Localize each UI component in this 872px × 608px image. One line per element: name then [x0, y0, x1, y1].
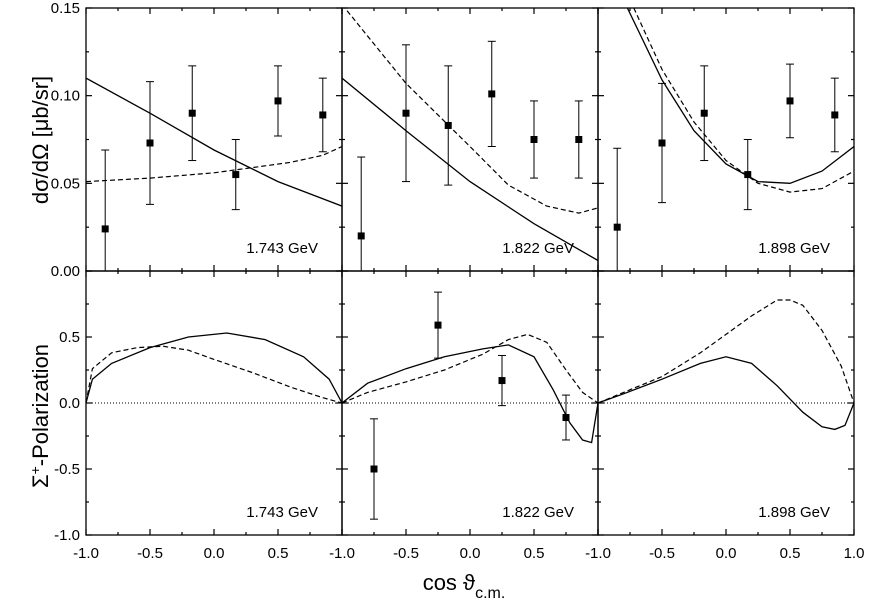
dashed-curve	[342, 333, 598, 404]
x-tick-label: 0.0	[204, 545, 225, 562]
x-axis-title-main: cos ϑ	[423, 570, 475, 595]
y-tick-label-bottom: -1.0	[54, 527, 80, 544]
y-axis-title-rest: -Polarization	[28, 344, 53, 466]
solid-curve	[598, 356, 854, 431]
x-tick-label: -1.0	[585, 545, 611, 562]
x-tick-label: -1.0	[329, 545, 355, 562]
x-tick-label: -1.0	[73, 545, 99, 562]
x-tick-label: -0.5	[649, 545, 675, 562]
energy-label: 1.743 GeV	[246, 240, 318, 257]
y-axis-title-cross-section: dσ/dΩ [μb/sr]	[28, 76, 53, 204]
panel-bottom-right: 1.898 GeV	[597, 270, 855, 536]
y-tick-label-top: 0.00	[51, 263, 80, 280]
data-point	[232, 171, 240, 179]
y-tick-label-bottom: 0.5	[59, 329, 80, 346]
y-axis-title-sup: +	[27, 466, 43, 474]
panel-frame	[597, 7, 855, 272]
x-tick-label: -0.5	[393, 545, 419, 562]
x-tick-label: 1.0	[844, 545, 865, 562]
data-point	[274, 97, 282, 105]
y-tick-label-top: 0.05	[51, 175, 80, 192]
data-point	[658, 139, 666, 147]
data-point	[744, 171, 752, 179]
solid-curve	[86, 77, 342, 207]
y-tick-label-top: 0.10	[51, 88, 80, 105]
energy-label: 1.743 GeV	[246, 504, 318, 521]
panel-top-right: 1.898 GeV	[597, 7, 855, 272]
data-point	[188, 109, 196, 117]
panel-top-middle: 1.822 GeV	[341, 7, 599, 272]
solid-curve	[626, 8, 854, 184]
panels-group: 1.743 GeV 1.822 GeV 1.898 GeV 1.743 GeV 1.82…	[51, 0, 865, 562]
data-point	[575, 136, 583, 143]
data-point	[434, 321, 442, 329]
panel-frame	[85, 270, 343, 536]
panel-frame	[341, 7, 599, 272]
dashed-curve	[598, 299, 854, 404]
y-axis-title-sigma: Σ	[28, 474, 53, 488]
dashed-curve	[344, 8, 598, 214]
x-tick-label: 0.5	[524, 545, 545, 562]
y-tick-label-top: 0.15	[51, 0, 80, 17]
data-point	[444, 121, 452, 129]
solid-curve	[342, 77, 598, 262]
data-point	[831, 111, 839, 119]
solid-curve	[86, 332, 342, 404]
x-tick-label: -0.5	[137, 545, 163, 562]
panel-frame	[85, 7, 343, 272]
data-point	[613, 223, 621, 231]
panel-top-left: 1.743 GeV	[85, 7, 343, 272]
dashed-curve	[86, 345, 342, 404]
x-tick-label: 0.0	[460, 545, 481, 562]
dashed-curve	[633, 8, 854, 193]
panel-bottom-left: 1.743 GeV	[85, 270, 343, 536]
data-point	[498, 377, 506, 385]
panel-bottom-middle: 1.822 GeV	[341, 270, 599, 536]
panel-frame	[597, 270, 855, 536]
data-point	[488, 90, 496, 98]
energy-label: 1.898 GeV	[758, 240, 830, 257]
data-point	[370, 465, 378, 473]
data-point	[786, 97, 794, 105]
y-axis-title-polarization: Σ+-Polarization	[27, 344, 53, 488]
energy-label: 1.822 GeV	[502, 240, 574, 257]
data-point	[319, 111, 327, 119]
dashed-curve	[86, 145, 342, 183]
energy-label: 1.898 GeV	[758, 504, 830, 521]
data-point	[530, 136, 538, 143]
y-tick-label-bottom: -0.5	[54, 461, 80, 478]
x-tick-label: 0.5	[780, 545, 801, 562]
x-axis-title-sub: c.m.	[475, 585, 505, 602]
data-point	[146, 139, 154, 147]
data-point	[562, 414, 570, 422]
data-point	[700, 109, 708, 117]
data-point	[101, 225, 109, 233]
x-axis-title: cos ϑc.m.	[423, 570, 506, 602]
solid-curve	[342, 344, 598, 444]
y-tick-label-bottom: 0.0	[59, 395, 80, 412]
energy-label: 1.822 GeV	[502, 504, 574, 521]
x-tick-label: 0.5	[268, 545, 289, 562]
x-tick-label: 0.0	[716, 545, 737, 562]
data-point	[357, 232, 365, 240]
data-point	[402, 109, 410, 117]
